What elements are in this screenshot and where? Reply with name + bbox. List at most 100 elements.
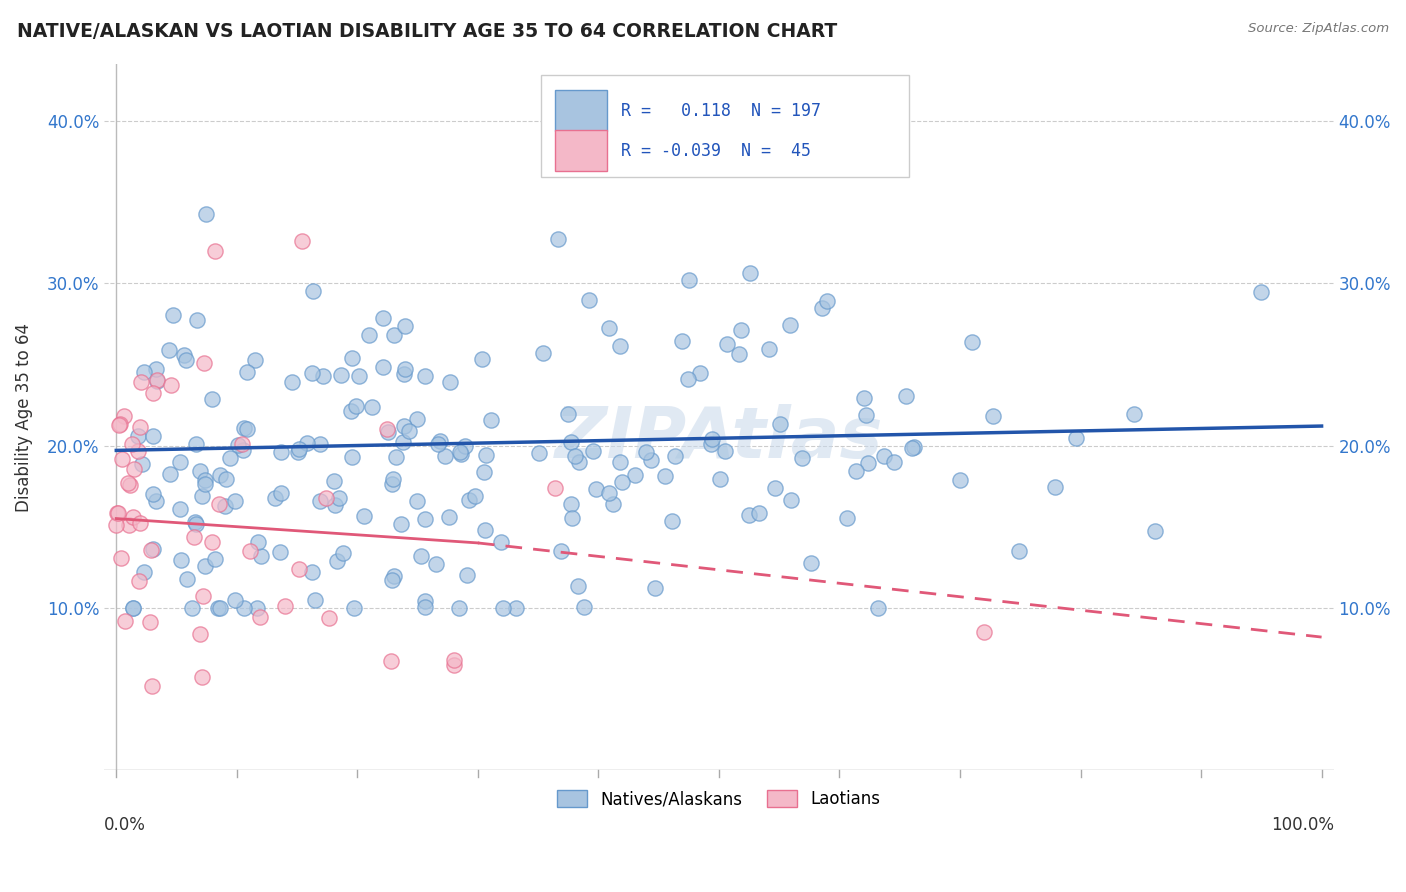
Point — [332, 546, 354, 560]
Point — [883, 455, 905, 469]
Point — [361, 401, 384, 415]
Point — [340, 450, 363, 464]
Point — [394, 319, 416, 334]
Point — [194, 206, 217, 220]
Point — [598, 486, 620, 500]
Point — [382, 472, 405, 486]
Point — [359, 327, 381, 342]
Point — [322, 474, 344, 488]
Point — [983, 409, 1005, 424]
Point — [896, 388, 918, 402]
Point — [323, 498, 346, 512]
Point — [560, 435, 582, 450]
Point — [779, 318, 801, 332]
Point — [231, 436, 253, 450]
Point — [405, 494, 427, 508]
Point — [139, 542, 162, 557]
Point — [610, 475, 633, 490]
Point — [157, 343, 180, 357]
Point — [169, 553, 191, 567]
Point — [250, 549, 273, 563]
Point — [567, 579, 589, 593]
Point — [449, 444, 471, 458]
Point — [291, 234, 314, 248]
Point — [700, 437, 723, 451]
Point — [439, 375, 461, 389]
Point — [183, 530, 205, 544]
Point — [214, 499, 236, 513]
Legend: Natives/Alaskans, Laotians: Natives/Alaskans, Laotians — [550, 783, 887, 814]
Point — [146, 374, 169, 388]
Point — [413, 594, 436, 608]
Point — [111, 452, 134, 467]
Point — [1123, 407, 1146, 421]
Point — [464, 489, 486, 503]
Point — [301, 366, 323, 380]
Point — [184, 517, 207, 532]
Point — [815, 294, 838, 309]
Point — [505, 600, 527, 615]
Point — [443, 653, 465, 667]
Point — [343, 600, 366, 615]
Point — [232, 442, 254, 457]
Point — [550, 544, 572, 558]
Point — [118, 518, 141, 533]
Point — [557, 407, 579, 421]
Point — [763, 481, 786, 495]
Point — [792, 451, 814, 466]
Point — [382, 569, 405, 583]
Point — [139, 615, 162, 629]
Point — [855, 408, 877, 422]
Point — [142, 487, 165, 501]
Point — [186, 313, 208, 327]
Point — [194, 477, 217, 491]
Point — [304, 592, 326, 607]
Point — [295, 436, 318, 450]
Point — [533, 346, 555, 360]
Text: 100.0%: 100.0% — [1271, 815, 1334, 834]
Point — [236, 365, 259, 379]
Point — [475, 448, 498, 462]
Point — [246, 600, 269, 615]
Point — [160, 377, 183, 392]
Point — [429, 434, 451, 449]
Point — [903, 440, 925, 454]
Point — [489, 535, 512, 549]
Point — [238, 544, 260, 558]
Point — [640, 453, 662, 467]
Point — [274, 599, 297, 613]
Point — [385, 450, 408, 464]
Point — [112, 409, 135, 424]
Point — [371, 359, 394, 374]
Point — [145, 494, 167, 508]
Point — [181, 600, 204, 615]
Point — [375, 422, 398, 436]
Point — [308, 437, 330, 451]
Point — [1043, 480, 1066, 494]
Point — [204, 244, 226, 258]
Point — [585, 482, 607, 496]
Point — [853, 391, 876, 405]
Point — [269, 545, 291, 559]
Point — [188, 465, 211, 479]
Point — [287, 561, 309, 575]
Point — [758, 342, 780, 356]
Point — [582, 444, 605, 458]
Point — [973, 625, 995, 640]
Point — [443, 657, 465, 672]
Point — [353, 509, 375, 524]
Point — [389, 517, 412, 532]
Point — [108, 417, 131, 432]
Point — [162, 309, 184, 323]
Point — [142, 542, 165, 557]
Point — [689, 367, 711, 381]
Point — [193, 356, 215, 370]
Point — [664, 449, 686, 463]
Point — [474, 523, 496, 537]
Point — [340, 351, 363, 365]
Point — [129, 420, 152, 434]
Point — [120, 478, 142, 492]
Point — [145, 361, 167, 376]
Point — [810, 301, 832, 315]
Point — [173, 348, 195, 362]
